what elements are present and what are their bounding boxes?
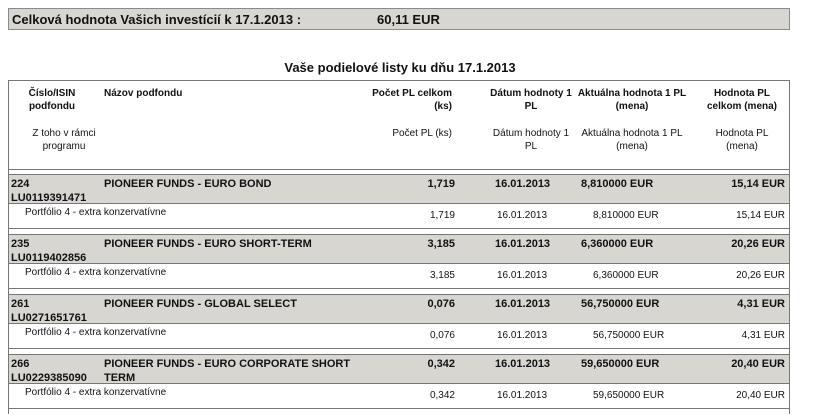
sub-total: 20,40 EUR xyxy=(736,390,785,401)
sub-count: 3,185 xyxy=(429,270,455,281)
fund-name: PIONEER FUNDS - EURO CORPORATE SHORT xyxy=(104,358,351,370)
sub-price: 59,650000 EUR xyxy=(593,390,665,401)
fund-price: 8,810000 EUR xyxy=(581,178,654,190)
summary-title: Celková hodnota Vašich investícií k 17.1… xyxy=(12,12,302,27)
sub-price: 56,750000 EUR xyxy=(593,330,665,341)
fund-date: 16.01.2013 xyxy=(495,358,551,370)
subheader-program: Z toho v rámci programu xyxy=(32,128,96,152)
header-price: Aktuálna hodnota 1 PL (mena) xyxy=(577,88,687,112)
fund-isin: LU0271651761 xyxy=(11,312,87,324)
fund-number: 224 xyxy=(11,178,30,190)
sub-date: 16.01.2013 xyxy=(497,330,548,341)
fund-date: 16.01.2013 xyxy=(495,298,551,310)
sub-date: 16.01.2013 xyxy=(497,270,548,281)
fund-price: 6,360000 EUR xyxy=(581,238,654,250)
fund-count: 3,185 xyxy=(427,238,455,250)
header-date: Dátum hodnoty 1 PL xyxy=(490,88,572,112)
sub-price: 8,810000 EUR xyxy=(593,210,659,221)
fund-row: 266 LU0229385090 PIONEER FUNDS - EURO CO… xyxy=(9,354,789,384)
fund-number: 266 xyxy=(11,358,30,370)
fund-subrow: Portfólio 4 - extra konzervatívne 0,342 … xyxy=(9,384,789,409)
program-name: Portfólio 4 - extra konzervatívne xyxy=(25,327,167,338)
sub-total: 4,31 EUR xyxy=(741,330,785,341)
fund-count: 0,076 xyxy=(427,298,455,310)
fund-row: 235 LU0119402856 PIONEER FUNDS - EURO SH… xyxy=(9,234,789,264)
fund-subrow: Portfólio 4 - extra konzervatívne 3,185 … xyxy=(9,264,789,289)
subheader-date: Dátum hodnoty 1 PL xyxy=(492,128,570,152)
table-header: Číslo/ISIN podfondu Názov podfondu Počet… xyxy=(9,81,789,170)
fund-total: 15,14 EUR xyxy=(731,178,785,190)
program-name: Portfólio 4 - extra konzervatívne xyxy=(25,267,167,278)
fund-total: 4,31 EUR xyxy=(737,298,785,310)
sub-count: 0,076 xyxy=(429,330,455,341)
fund-count: 0,342 xyxy=(427,358,455,370)
header-count: Počet PL celkom (ks) xyxy=(372,88,452,112)
fund-group: 224 LU0119391471 PIONEER FUNDS - EURO BO… xyxy=(9,174,789,234)
fund-subrow: Portfólio 4 - extra konzervatívne 0,076 … xyxy=(9,324,789,349)
fund-total: 20,26 EUR xyxy=(731,238,785,250)
fund-group: 235 LU0119402856 PIONEER FUNDS - EURO SH… xyxy=(9,234,789,294)
fund-price: 59,650000 EUR xyxy=(581,358,660,370)
page-title: Vaše podielové listy ku dňu 17.1.2013 xyxy=(284,60,516,75)
header-number: Číslo/ISIN podfondu xyxy=(28,88,76,112)
subheader-price: Aktuálna hodnota 1 PL (mena) xyxy=(581,128,683,152)
fund-date: 16.01.2013 xyxy=(495,178,551,190)
subheader-total: Hodnota PL (mena) xyxy=(715,128,769,152)
fund-row: 224 LU0119391471 PIONEER FUNDS - EURO BO… xyxy=(9,174,789,204)
fund-name-cont: TERM xyxy=(104,372,136,384)
summary-value: 60,11 EUR xyxy=(377,12,440,27)
sub-date: 16.01.2013 xyxy=(497,390,548,401)
fund-number: 261 xyxy=(11,298,30,310)
fund-isin: LU0119402856 xyxy=(11,252,87,264)
fund-name: PIONEER FUNDS - EURO SHORT-TERM xyxy=(104,238,312,250)
fund-isin: LU0229385090 xyxy=(11,372,87,384)
program-name: Portfólio 4 - extra konzervatívne xyxy=(25,207,167,218)
fund-number: 235 xyxy=(11,238,30,250)
fund-price: 56,750000 EUR xyxy=(581,298,660,310)
fund-date: 16.01.2013 xyxy=(495,238,551,250)
subheader-count: Počet PL (ks) xyxy=(392,128,452,139)
fund-name: PIONEER FUNDS - EURO BOND xyxy=(104,178,272,190)
sub-total: 20,26 EUR xyxy=(736,270,785,281)
sub-count: 1,719 xyxy=(429,210,455,221)
fund-group: 261 LU0271651761 PIONEER FUNDS - GLOBAL … xyxy=(9,294,789,354)
fund-subrow: Portfólio 4 - extra konzervatívne 1,719 … xyxy=(9,204,789,229)
funds-table: Číslo/ISIN podfondu Názov podfondu Počet… xyxy=(8,80,790,414)
fund-count: 1,719 xyxy=(427,178,455,190)
fund-row: 261 LU0271651761 PIONEER FUNDS - GLOBAL … xyxy=(9,294,789,324)
fund-group: 266 LU0229385090 PIONEER FUNDS - EURO CO… xyxy=(9,354,789,414)
sub-date: 16.01.2013 xyxy=(497,210,548,221)
fund-isin: LU0119391471 xyxy=(11,192,87,204)
header-total: Hodnota PL celkom (mena) xyxy=(706,88,778,112)
summary-bar: Celková hodnota Vašich investícií k 17.1… xyxy=(8,8,790,30)
sub-price: 6,360000 EUR xyxy=(593,270,659,281)
header-name: Názov podfondu xyxy=(104,88,183,99)
program-name: Portfólio 4 - extra konzervatívne xyxy=(25,387,167,398)
fund-total: 20,40 EUR xyxy=(731,358,785,370)
fund-name: PIONEER FUNDS - GLOBAL SELECT xyxy=(104,298,297,310)
sub-total: 15,14 EUR xyxy=(736,210,785,221)
sub-count: 0,342 xyxy=(429,390,455,401)
